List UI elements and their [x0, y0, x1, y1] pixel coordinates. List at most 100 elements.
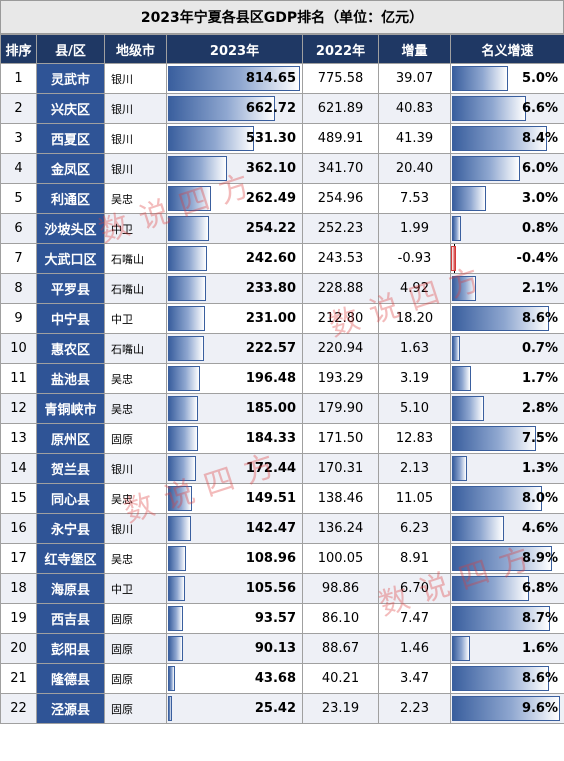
- gdp-2023-bar: [168, 486, 193, 511]
- county-name-cell: 大武口区: [36, 243, 105, 274]
- growth-bar: [452, 576, 529, 601]
- growth-bar: [452, 636, 470, 661]
- rank-cell: 11: [0, 363, 37, 394]
- growth-bar: [452, 486, 542, 511]
- growth-rate-value: 3.0%: [521, 191, 558, 206]
- growth-rate-cell: 2.8%: [450, 393, 564, 424]
- gdp-2023-bar: [168, 516, 192, 541]
- gdp-2023-cell: 222.57: [166, 333, 303, 364]
- growth-rate-value: 6.0%: [521, 161, 558, 176]
- prefecture-city-cell: 固原: [104, 633, 167, 664]
- growth-rate-cell: 9.6%: [450, 693, 564, 724]
- gdp-2023-cell: 25.42: [166, 693, 303, 724]
- rank-cell: 18: [0, 573, 37, 604]
- gdp-2023-cell: 254.22: [166, 213, 303, 244]
- gdp-2022-cell: 341.70: [302, 153, 379, 184]
- increase-cell: 41.39: [378, 123, 451, 154]
- county-name-cell: 西吉县: [36, 603, 105, 634]
- gdp-2023-value: 531.30: [245, 131, 296, 146]
- growth-rate-value: 8.4%: [521, 131, 558, 146]
- table-row: 22 泾源县 固原 25.42 23.19 2.23 9.6%: [0, 693, 564, 724]
- header-city: 地级市: [104, 34, 167, 64]
- gdp-2023-value: 814.65: [245, 71, 296, 86]
- prefecture-city-cell: 中卫: [104, 303, 167, 334]
- rank-cell: 19: [0, 603, 37, 634]
- growth-bar: [452, 516, 504, 541]
- gdp-2022-cell: 170.31: [302, 453, 379, 484]
- increase-cell: 5.10: [378, 393, 451, 424]
- growth-bar: [452, 696, 560, 721]
- gdp-2022-cell: 489.91: [302, 123, 379, 154]
- table-row: 10 惠农区 石嘴山 222.57 220.94 1.63 0.7%: [0, 333, 564, 364]
- county-name-cell: 贺兰县: [36, 453, 105, 484]
- growth-rate-value: 1.3%: [521, 461, 558, 476]
- prefecture-city-cell: 银川: [104, 63, 167, 94]
- table-row: 12 青铜峡市 吴忠 185.00 179.90 5.10 2.8%: [0, 393, 564, 424]
- gdp-2023-bar: [168, 366, 200, 391]
- increase-cell: 1.46: [378, 633, 451, 664]
- gdp-2023-value: 172.44: [245, 461, 296, 476]
- county-name-cell: 西夏区: [36, 123, 105, 154]
- increase-cell: 1.99: [378, 213, 451, 244]
- gdp-2022-cell: 243.53: [302, 243, 379, 274]
- gdp-2023-cell: 93.57: [166, 603, 303, 634]
- gdp-2023-bar: [168, 396, 198, 421]
- gdp-2022-cell: 228.88: [302, 273, 379, 304]
- gdp-2022-cell: 40.21: [302, 663, 379, 694]
- gdp-2022-cell: 100.05: [302, 543, 379, 574]
- county-name-cell: 灵武市: [36, 63, 105, 94]
- gdp-2022-cell: 138.46: [302, 483, 379, 514]
- county-name-cell: 隆德县: [36, 663, 105, 694]
- growth-rate-value: 9.6%: [521, 701, 558, 716]
- gdp-2023-value: 233.80: [245, 281, 296, 296]
- gdp-2023-cell: 108.96: [166, 543, 303, 574]
- gdp-2023-value: 231.00: [245, 311, 296, 326]
- gdp-2023-cell: 184.33: [166, 423, 303, 454]
- growth-bar: [452, 216, 461, 241]
- gdp-2023-cell: 814.65: [166, 63, 303, 94]
- increase-cell: 3.47: [378, 663, 451, 694]
- header-row: 排序 县/区 地级市 2023年 2022年 增量 名义增速: [0, 34, 564, 64]
- rank-cell: 13: [0, 423, 37, 454]
- rank-cell: 3: [0, 123, 37, 154]
- rank-cell: 5: [0, 183, 37, 214]
- county-name-cell: 利通区: [36, 183, 105, 214]
- gdp-2023-bar: [168, 126, 255, 151]
- gdp-2023-bar: [168, 246, 208, 271]
- county-name-cell: 兴庆区: [36, 93, 105, 124]
- growth-rate-cell: 5.0%: [450, 63, 564, 94]
- table-row: 16 永宁县 银川 142.47 136.24 6.23 4.6%: [0, 513, 564, 544]
- prefecture-city-cell: 银川: [104, 93, 167, 124]
- prefecture-city-cell: 银川: [104, 453, 167, 484]
- growth-bar: [452, 186, 486, 211]
- gdp-2022-cell: 193.29: [302, 363, 379, 394]
- gdp-2023-value: 262.49: [245, 191, 296, 206]
- growth-rate-value: 2.8%: [521, 401, 558, 416]
- prefecture-city-cell: 石嘴山: [104, 333, 167, 364]
- increase-cell: 2.13: [378, 453, 451, 484]
- rank-cell: 16: [0, 513, 37, 544]
- county-name-cell: 盐池县: [36, 363, 105, 394]
- table-row: 19 西吉县 固原 93.57 86.10 7.47 8.7%: [0, 603, 564, 634]
- county-name-cell: 平罗县: [36, 273, 105, 304]
- county-name-cell: 青铜峡市: [36, 393, 105, 424]
- increase-cell: 6.70: [378, 573, 451, 604]
- growth-bar: [452, 336, 460, 361]
- gdp-2023-value: 105.56: [245, 581, 296, 596]
- county-name-cell: 红寺堡区: [36, 543, 105, 574]
- rank-cell: 6: [0, 213, 37, 244]
- gdp-2023-value: 142.47: [245, 521, 296, 536]
- prefecture-city-cell: 吴忠: [104, 393, 167, 424]
- county-name-cell: 同心县: [36, 483, 105, 514]
- growth-rate-value: 1.6%: [521, 641, 558, 656]
- gdp-2023-cell: 90.13: [166, 633, 303, 664]
- growth-rate-cell: 6.6%: [450, 93, 564, 124]
- table-row: 13 原州区 固原 184.33 171.50 12.83 7.5%: [0, 423, 564, 454]
- gdp-2023-cell: 362.10: [166, 153, 303, 184]
- growth-rate-value: 6.8%: [521, 581, 558, 596]
- growth-rate-cell: 6.0%: [450, 153, 564, 184]
- header-county: 县/区: [36, 34, 105, 64]
- growth-rate-cell: 0.7%: [450, 333, 564, 364]
- county-name-cell: 泾源县: [36, 693, 105, 724]
- gdp-2023-bar: [168, 456, 196, 481]
